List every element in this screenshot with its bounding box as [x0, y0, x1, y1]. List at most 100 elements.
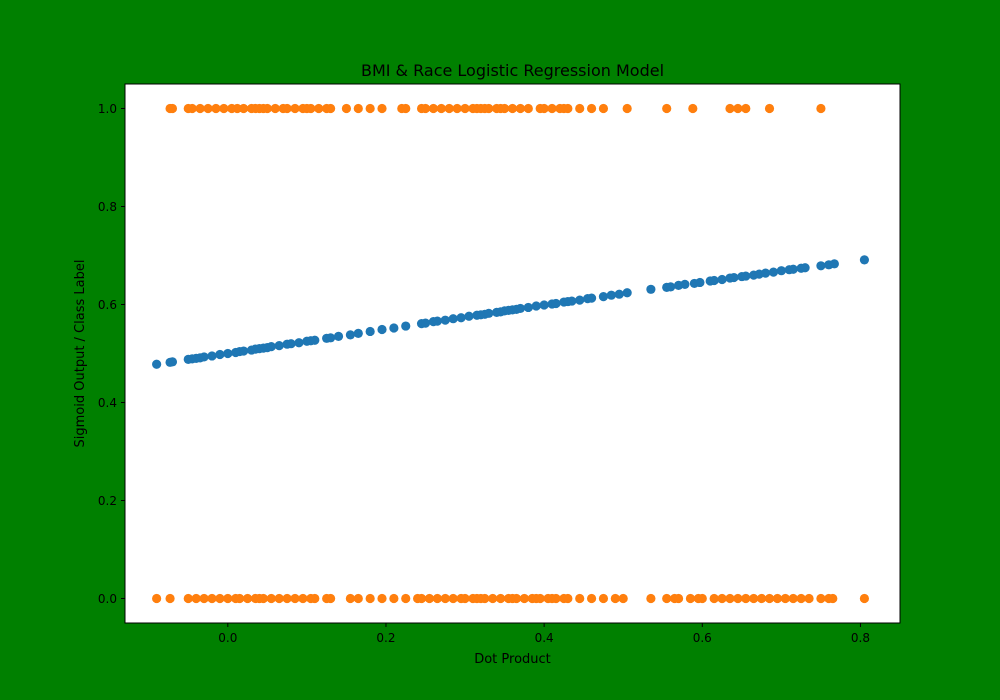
data-point-series-2 — [757, 593, 767, 604]
x-tick-label: 0.0 — [218, 631, 237, 645]
chart-title: BMI & Race Logistic Regression Model — [361, 61, 664, 80]
data-point-series-0 — [768, 267, 779, 277]
data-point-series-2 — [353, 593, 363, 604]
data-point-series-2 — [685, 593, 696, 604]
data-point-series-0 — [223, 348, 233, 359]
data-point-series-1 — [547, 103, 557, 114]
data-point-series-2 — [215, 593, 225, 604]
data-point-series-2 — [460, 593, 470, 604]
data-point-series-0 — [709, 275, 719, 286]
data-point-series-1 — [733, 103, 743, 114]
data-point-series-2 — [618, 593, 628, 604]
data-point-series-1 — [515, 103, 526, 114]
data-point-series-2 — [828, 593, 838, 604]
data-point-series-2 — [717, 593, 727, 604]
data-point-series-1 — [353, 103, 363, 114]
data-point-series-0 — [286, 339, 296, 349]
data-point-series-0 — [741, 271, 751, 281]
data-point-series-2 — [235, 593, 245, 604]
data-point-series-1 — [203, 103, 213, 114]
plot-frame — [124, 83, 901, 624]
data-point-series-1 — [484, 103, 494, 114]
data-point-series-0 — [274, 341, 284, 351]
data-point-series-2 — [859, 593, 870, 604]
data-point-series-0 — [800, 263, 810, 273]
y-tick-label: 1.0 — [98, 102, 117, 116]
data-point-series-0 — [646, 284, 656, 294]
data-point-series-1 — [232, 103, 242, 114]
data-point-series-0 — [199, 352, 209, 362]
data-point-series-0 — [551, 298, 561, 309]
data-point-series-0 — [294, 338, 304, 348]
data-point-series-1 — [725, 103, 735, 114]
data-point-series-1 — [622, 103, 632, 114]
data-point-series-2 — [741, 593, 751, 604]
data-point-series-2 — [207, 593, 217, 604]
data-point-series-0 — [401, 321, 411, 331]
data-point-series-2 — [448, 593, 458, 604]
data-point-series-1 — [460, 103, 470, 114]
data-point-series-1 — [377, 103, 387, 114]
data-point-series-2 — [662, 593, 672, 604]
data-point-series-2 — [424, 593, 435, 604]
data-point-series-0 — [326, 333, 336, 343]
data-point-series-1 — [444, 103, 454, 114]
data-point-series-0 — [215, 349, 225, 360]
data-point-series-2 — [804, 593, 814, 604]
data-point-series-2 — [563, 593, 573, 604]
data-point-series-0 — [695, 277, 705, 288]
data-point-series-2 — [258, 593, 268, 604]
data-point-series-2 — [401, 593, 411, 604]
data-point-series-1 — [290, 103, 300, 114]
data-point-series-0 — [420, 318, 431, 328]
data-point-series-1 — [507, 103, 518, 114]
data-point-series-2 — [152, 593, 162, 604]
scatter-points — [152, 103, 870, 604]
data-point-series-0 — [598, 292, 609, 302]
data-point-series-1 — [816, 103, 826, 114]
data-point-series-0 — [788, 264, 798, 274]
data-point-series-0 — [152, 359, 162, 369]
x-tick-label: 0.8 — [851, 631, 870, 645]
data-point-series-0 — [760, 268, 771, 278]
data-point-series-2 — [725, 593, 735, 604]
data-point-series-0 — [464, 311, 474, 321]
data-point-series-2 — [199, 593, 209, 604]
data-point-series-0 — [575, 295, 585, 305]
y-tick-label: 0.2 — [98, 494, 117, 508]
data-point-series-1 — [563, 103, 573, 114]
data-point-series-0 — [816, 261, 826, 271]
data-point-series-1 — [270, 103, 280, 114]
data-point-series-0 — [207, 351, 217, 361]
data-point-series-0 — [456, 313, 466, 323]
data-point-series-2 — [223, 593, 233, 604]
data-point-series-1 — [420, 103, 431, 114]
data-point-series-0 — [606, 290, 616, 300]
data-point-series-1 — [662, 103, 672, 114]
data-point-series-2 — [788, 593, 798, 604]
data-point-series-2 — [733, 593, 743, 604]
data-point-series-2 — [586, 593, 597, 604]
data-point-series-0 — [432, 316, 442, 326]
data-point-series-1 — [187, 103, 197, 114]
data-point-series-2 — [780, 593, 790, 604]
data-point-series-2 — [673, 593, 684, 604]
y-axis-label: Sigmoid Output / Class Label — [73, 260, 88, 448]
data-point-series-2 — [326, 593, 336, 604]
data-point-series-0 — [829, 259, 839, 269]
data-point-series-1 — [575, 103, 585, 114]
data-point-series-1 — [239, 103, 249, 114]
data-point-series-0 — [167, 357, 178, 367]
data-point-series-2 — [345, 593, 355, 604]
data-point-series-0 — [448, 314, 458, 324]
y-tick-label: 0.0 — [98, 592, 117, 606]
data-point-series-2 — [598, 593, 609, 604]
x-tick-label: 0.6 — [693, 631, 712, 645]
x-axis-ticks: 0.0 0.2 0.4 0.6 0.8 — [218, 623, 870, 645]
x-tick-label: 0.2 — [376, 631, 395, 645]
data-point-series-2 — [535, 593, 545, 604]
data-point-series-2 — [310, 593, 320, 604]
data-point-series-0 — [333, 331, 344, 341]
data-point-series-2 — [511, 593, 522, 604]
